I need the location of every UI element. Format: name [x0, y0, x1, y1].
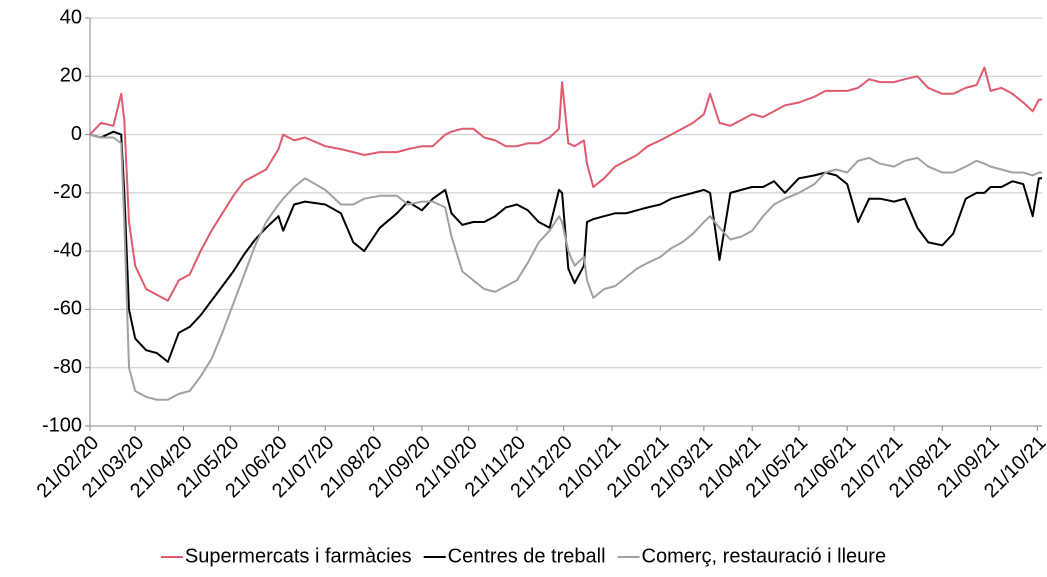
y-tick-label: -80 [53, 356, 82, 378]
series-line [89, 133, 1042, 401]
y-tick-label: 40 [60, 6, 82, 28]
y-tick-label: 0 [71, 123, 82, 145]
series-line [89, 130, 1042, 363]
y-tick-label: -40 [53, 239, 82, 261]
legend: Supermercats i farmàcies Centres de treba… [160, 545, 887, 567]
y-tick-label: -60 [53, 298, 82, 320]
y-tick-label: 20 [60, 65, 82, 87]
y-tick-label: -100 [42, 414, 82, 436]
legend-label: Supermercats i farmàcies [185, 545, 412, 567]
series-line [89, 66, 1042, 302]
legend-label: Centres de treball [448, 545, 606, 567]
legend-label: Comerç, restauració i lleure [642, 545, 887, 567]
y-tick-label: -20 [53, 181, 82, 203]
